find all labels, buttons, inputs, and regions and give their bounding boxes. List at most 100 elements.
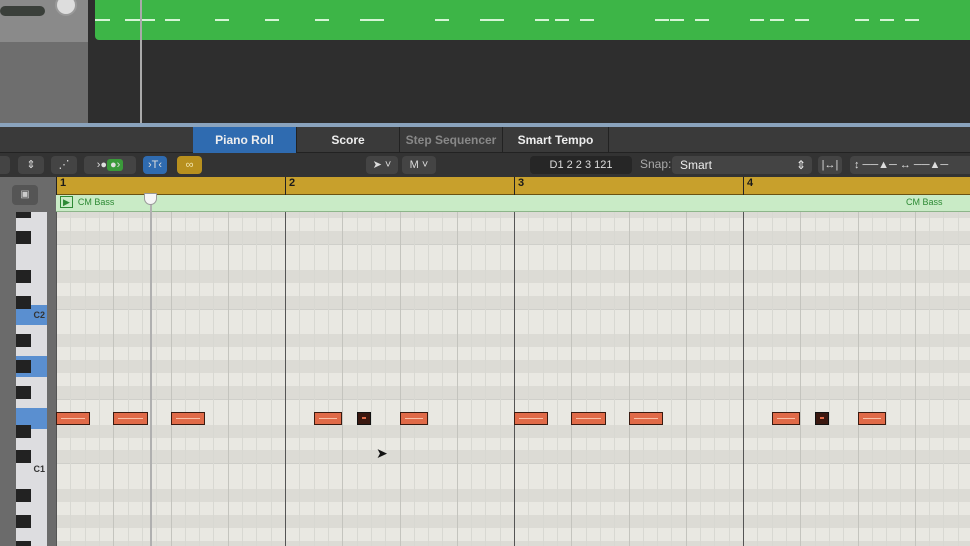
snap-label: Snap:: [640, 157, 672, 171]
automation-icon[interactable]: ⋰: [51, 156, 77, 174]
black-key[interactable]: [16, 450, 31, 464]
fit-width-icon[interactable]: |↔|: [818, 156, 842, 174]
piano-keyboard[interactable]: C2 C1: [16, 212, 47, 546]
grid-line: [442, 212, 444, 546]
mode-menu[interactable]: M ˅: [402, 156, 436, 174]
play-icon: ▶: [60, 196, 73, 208]
pitch-row: [56, 269, 970, 283]
grid-line: [585, 212, 587, 546]
grid-line: [113, 212, 115, 546]
tab-step-sequencer[interactable]: Step Sequencer: [400, 127, 503, 153]
grid-line: [642, 212, 644, 546]
midi-note[interactable]: [628, 411, 663, 425]
black-key[interactable]: [16, 360, 31, 374]
pitch-row: [56, 528, 970, 541]
playhead-handle[interactable]: [144, 193, 157, 205]
editor-divider[interactable]: [0, 123, 970, 127]
black-key[interactable]: [16, 334, 31, 348]
midi-note[interactable]: [170, 411, 205, 425]
mouse-cursor-icon: ➤: [376, 445, 388, 461]
bass-region[interactable]: [95, 0, 970, 40]
black-key[interactable]: [16, 269, 31, 283]
grid-line: [342, 212, 344, 546]
grid-line: [399, 212, 401, 546]
region-note-dash: [670, 19, 684, 21]
midi-note[interactable]: [313, 411, 343, 425]
pitch-row: [56, 334, 970, 348]
playhead[interactable]: [150, 195, 152, 546]
region-note-dash: [95, 19, 110, 21]
grid-line: [571, 212, 573, 546]
region-note-dash: [905, 19, 919, 21]
region-note-dash: [655, 19, 669, 21]
region-note-dash: [695, 19, 709, 21]
region-view-icon[interactable]: ▣: [12, 185, 38, 205]
zoom-sliders[interactable]: ↕ ──▲─ ↔ ──▲─: [850, 156, 970, 174]
region-note-dash: [165, 19, 180, 21]
pitch-row: [56, 283, 970, 296]
pan-knob[interactable]: [55, 0, 77, 16]
grid-line: [285, 212, 286, 546]
playhead-line[interactable]: [140, 0, 142, 123]
black-key[interactable]: [16, 424, 31, 438]
grid-line: [714, 212, 716, 546]
midi-note[interactable]: [56, 411, 91, 425]
note-grid[interactable]: [56, 212, 970, 546]
tab-piano-roll[interactable]: Piano Roll: [193, 127, 297, 153]
region-header[interactable]: ▶ CM Bass CM Bass: [56, 195, 970, 212]
black-key[interactable]: [16, 540, 31, 546]
region-note-dash: [125, 19, 140, 21]
region-note-dash: [370, 19, 384, 21]
midi-note[interactable]: [514, 411, 549, 425]
region-note-dash: [490, 19, 504, 21]
black-key[interactable]: [16, 212, 31, 219]
sidebar-button[interactable]: [0, 156, 10, 174]
black-key[interactable]: [16, 385, 31, 399]
bar-3: 3: [514, 177, 524, 195]
pitch-row: [56, 231, 970, 245]
key-label: C2: [33, 309, 45, 320]
tab-smart-tempo[interactable]: Smart Tempo: [503, 127, 609, 153]
midi-note[interactable]: [571, 411, 606, 425]
grid-line: [270, 212, 272, 546]
grid-line: [828, 212, 830, 546]
black-key[interactable]: [16, 514, 31, 528]
grid-line: [356, 212, 358, 546]
region-note-dash: [480, 19, 494, 21]
pitch-row: [56, 514, 970, 528]
grid-line: [485, 212, 487, 546]
grid-line: [914, 212, 916, 546]
midi-note[interactable]: [399, 411, 429, 425]
selected-note[interactable]: [814, 411, 829, 425]
black-key[interactable]: [16, 295, 31, 309]
black-key[interactable]: [16, 489, 31, 503]
midi-note[interactable]: [857, 411, 887, 425]
midi-note[interactable]: [113, 411, 148, 425]
pitch-row: [56, 450, 970, 464]
pitch-row: [56, 257, 970, 270]
region-note-dash: [435, 19, 449, 21]
bar-ruler[interactable]: 1 2 3 4: [56, 177, 970, 195]
selected-note[interactable]: [356, 411, 371, 425]
snap-select[interactable]: Smart ⇕: [672, 156, 812, 174]
grid-line: [757, 212, 759, 546]
grid-line: [785, 212, 787, 546]
key-label: C1: [33, 464, 45, 475]
catch-icon[interactable]: ›T‹: [143, 156, 167, 174]
level-meter: [0, 6, 45, 16]
tab-score[interactable]: Score: [297, 127, 400, 153]
region-note-dash: [750, 19, 764, 21]
midi-note[interactable]: [771, 411, 801, 425]
pitch-row: [56, 489, 970, 503]
grid-line: [599, 212, 601, 546]
grid-line: [943, 212, 945, 546]
black-key[interactable]: [16, 231, 31, 245]
region-note-dash: [140, 19, 155, 21]
midi-in-out-icon[interactable]: ›● ●›: [84, 156, 136, 174]
link-icon[interactable]: ∞: [177, 156, 202, 174]
grid-line: [700, 212, 702, 546]
collapse-icon[interactable]: ⇕: [18, 156, 44, 174]
grid-line: [370, 212, 372, 546]
grid-line: [628, 212, 630, 546]
pointer-tool-menu[interactable]: ➤ ˅: [366, 156, 398, 174]
